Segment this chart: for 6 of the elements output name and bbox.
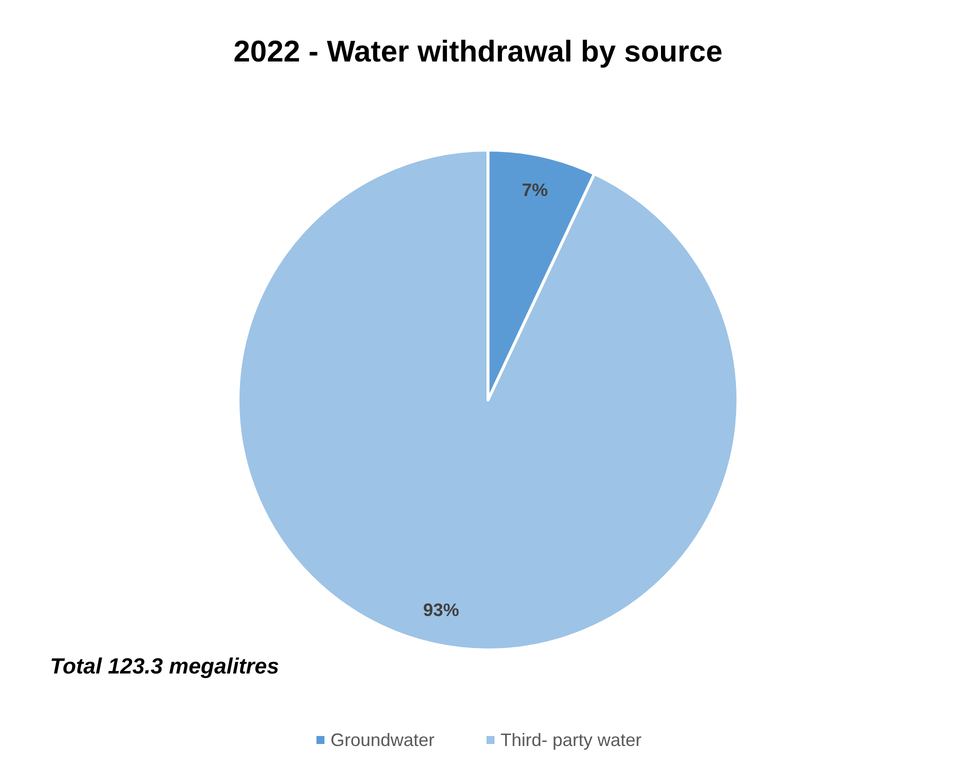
chart-title: 2022 - Water withdrawal by source xyxy=(233,36,723,68)
data-label: 93% xyxy=(423,600,460,620)
text: Total 123.3 megalitres xyxy=(50,654,280,678)
legend-label: Groundwater xyxy=(330,730,435,750)
legend-label: Third- party water xyxy=(500,730,642,750)
data-label: 7% xyxy=(522,180,548,200)
